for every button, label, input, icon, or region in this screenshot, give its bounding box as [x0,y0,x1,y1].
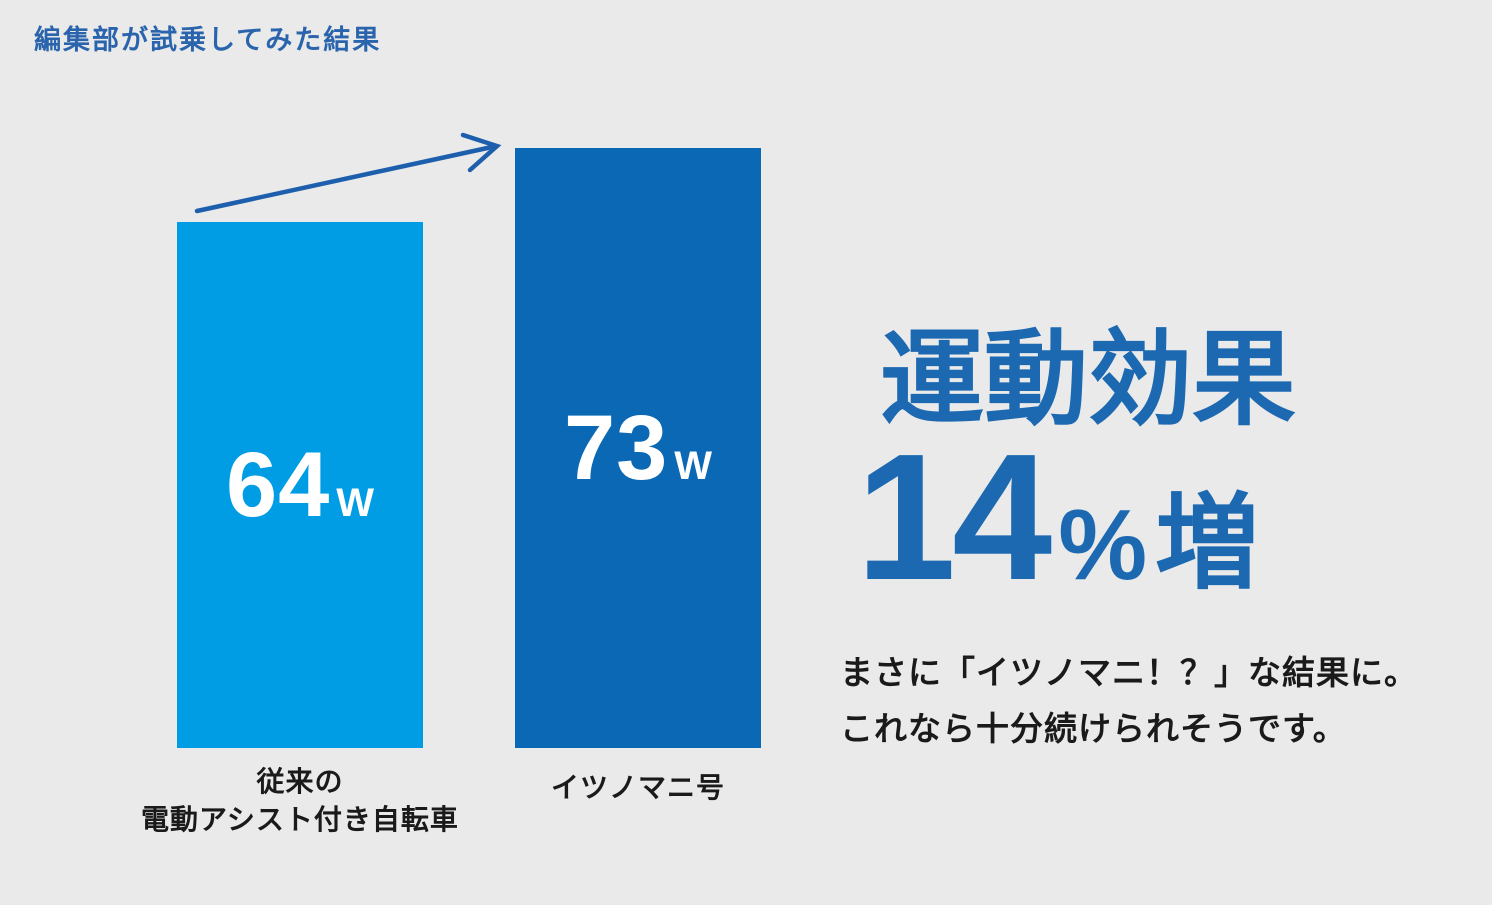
result-percentage: 14 % 増 [856,428,1259,608]
bar-itsunomani: 73 W [515,148,761,748]
result-caption-line: まさに「イツノマニ！？」な結果に。 [840,654,1418,691]
result-caption: まさに「イツノマニ！？」な結果に。 これなら十分続けられそうです。 [840,645,1418,757]
bar-label-itsunomani: イツノマニ号 [550,772,725,803]
bar-label-conventional-ebike: 従来の 電動アシスト付き自転車 [90,763,510,839]
bar-value-number: 64 [225,434,331,536]
bar-value-number: 73 [563,397,669,499]
result-headline: 運動効果 [880,322,1297,438]
increase-arrow-icon [194,132,502,214]
result-suffix: 増 [1155,486,1260,602]
bar-value-conventional: 64 W [226,439,374,531]
result-caption-line: これなら十分続けられそうです。 [840,710,1347,747]
bar-label-line: 電動アシスト付き自転車 [141,804,459,835]
result-big-number: 14 [856,417,1052,618]
bar-conventional-ebike: 64 W [177,222,423,748]
bar-value-itsunomani: 73 W [564,402,712,494]
bar-value-unit: W [336,481,375,525]
bar-label-line: 従来の [256,766,344,797]
page-title: 編集部が試乗してみた結果 [34,25,382,55]
percent-sign: % [1058,489,1148,601]
bar-value-unit: W [674,444,713,488]
